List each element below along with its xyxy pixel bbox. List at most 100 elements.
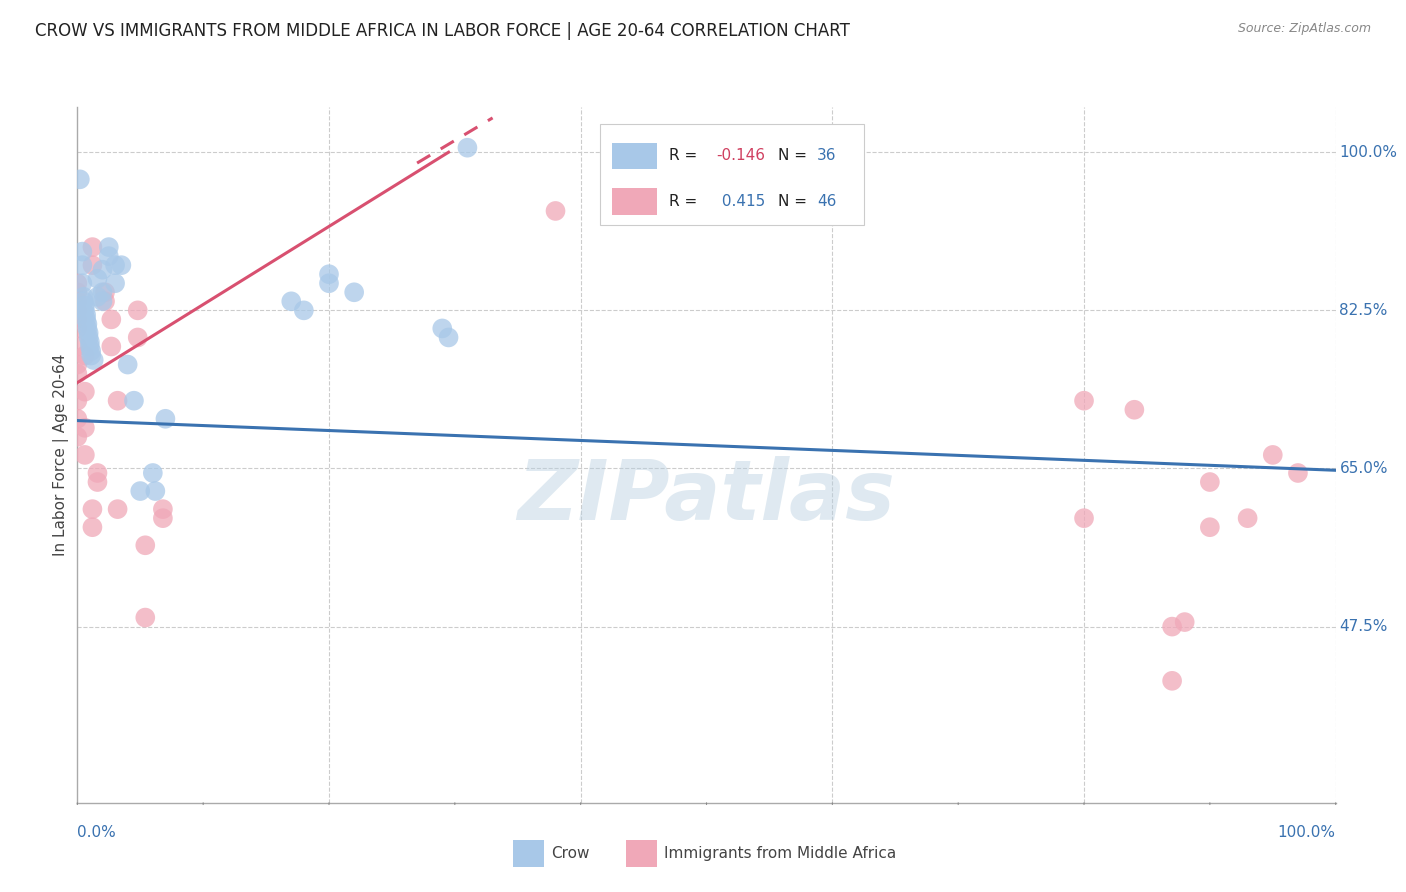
Text: 100.0%: 100.0% bbox=[1278, 825, 1336, 840]
Point bbox=[104, 277, 127, 291]
Text: CROW VS IMMIGRANTS FROM MIDDLE AFRICA IN LABOR FORCE | AGE 20-64 CORRELATION CHA: CROW VS IMMIGRANTS FROM MIDDLE AFRICA IN… bbox=[35, 22, 851, 40]
Point bbox=[86, 271, 108, 285]
Point bbox=[72, 290, 94, 304]
Point bbox=[66, 277, 89, 291]
Point bbox=[66, 312, 89, 326]
Point bbox=[66, 303, 89, 318]
Text: 82.5%: 82.5% bbox=[1340, 303, 1388, 318]
Point bbox=[91, 262, 114, 277]
Text: -0.146: -0.146 bbox=[717, 148, 766, 163]
Text: 0.415: 0.415 bbox=[717, 194, 765, 209]
Point bbox=[91, 285, 114, 300]
Point bbox=[1123, 402, 1146, 417]
Point bbox=[97, 240, 120, 254]
Point bbox=[91, 294, 114, 309]
Point bbox=[1073, 511, 1095, 525]
Point bbox=[82, 258, 104, 272]
Point bbox=[69, 172, 91, 186]
Point bbox=[142, 466, 165, 480]
Text: ZIPatlas: ZIPatlas bbox=[517, 456, 896, 537]
Point bbox=[1161, 673, 1184, 688]
Point bbox=[80, 349, 103, 363]
Point bbox=[66, 367, 89, 381]
Point bbox=[117, 358, 139, 372]
Text: Crow: Crow bbox=[551, 847, 589, 861]
Point bbox=[1198, 520, 1220, 534]
Point bbox=[134, 538, 156, 552]
Point bbox=[437, 330, 460, 344]
Point bbox=[129, 484, 152, 499]
Point bbox=[100, 339, 122, 353]
Point bbox=[134, 610, 156, 624]
Point bbox=[72, 277, 94, 291]
Point bbox=[122, 393, 145, 408]
Point bbox=[66, 339, 89, 353]
Point bbox=[72, 294, 94, 309]
FancyBboxPatch shape bbox=[612, 188, 658, 215]
Point bbox=[143, 484, 166, 499]
Point bbox=[1073, 393, 1095, 408]
Point bbox=[107, 502, 129, 516]
Point bbox=[343, 285, 366, 300]
Text: 0.0%: 0.0% bbox=[77, 825, 117, 840]
Text: 65.0%: 65.0% bbox=[1340, 461, 1388, 476]
Point bbox=[104, 258, 127, 272]
Point bbox=[127, 303, 149, 318]
Point bbox=[66, 285, 89, 300]
Point bbox=[94, 285, 117, 300]
Point bbox=[77, 330, 100, 344]
Point bbox=[73, 299, 96, 313]
Point bbox=[73, 303, 96, 318]
Point bbox=[73, 384, 96, 399]
Point bbox=[82, 502, 104, 516]
Point bbox=[82, 520, 104, 534]
Point bbox=[73, 421, 96, 435]
Text: 36: 36 bbox=[817, 148, 837, 163]
Point bbox=[1161, 619, 1184, 633]
Point bbox=[292, 303, 315, 318]
Point bbox=[94, 294, 117, 309]
Text: R =: R = bbox=[669, 148, 702, 163]
Text: R =: R = bbox=[669, 194, 702, 209]
Point bbox=[79, 334, 101, 349]
Point bbox=[76, 321, 98, 335]
Text: Source: ZipAtlas.com: Source: ZipAtlas.com bbox=[1237, 22, 1371, 36]
Point bbox=[280, 294, 302, 309]
Point bbox=[66, 430, 89, 444]
Point bbox=[66, 321, 89, 335]
Point bbox=[77, 326, 100, 340]
Text: Immigrants from Middle Africa: Immigrants from Middle Africa bbox=[664, 847, 896, 861]
Point bbox=[80, 344, 103, 359]
FancyBboxPatch shape bbox=[599, 124, 863, 226]
Point bbox=[318, 267, 340, 281]
Point bbox=[72, 244, 94, 259]
Point bbox=[1236, 511, 1258, 525]
Point bbox=[75, 312, 97, 326]
Point bbox=[73, 448, 96, 462]
Text: N =: N = bbox=[779, 194, 813, 209]
Point bbox=[76, 317, 98, 331]
Point bbox=[66, 294, 89, 309]
Point bbox=[86, 475, 108, 489]
Point bbox=[79, 339, 101, 353]
Point bbox=[100, 312, 122, 326]
Text: N =: N = bbox=[779, 148, 813, 163]
Point bbox=[544, 203, 567, 218]
Point bbox=[155, 411, 177, 425]
Point bbox=[86, 466, 108, 480]
Point bbox=[66, 411, 89, 425]
Point bbox=[318, 277, 340, 291]
Point bbox=[1286, 466, 1309, 480]
Point bbox=[432, 321, 454, 335]
Point bbox=[152, 511, 174, 525]
Point bbox=[82, 240, 104, 254]
Text: 100.0%: 100.0% bbox=[1340, 145, 1398, 160]
Point bbox=[66, 358, 89, 372]
Point bbox=[110, 258, 132, 272]
Point bbox=[86, 290, 108, 304]
Text: 47.5%: 47.5% bbox=[1340, 619, 1388, 634]
Point bbox=[1261, 448, 1284, 462]
Point bbox=[75, 308, 97, 322]
Point bbox=[83, 353, 105, 368]
Point bbox=[72, 258, 94, 272]
